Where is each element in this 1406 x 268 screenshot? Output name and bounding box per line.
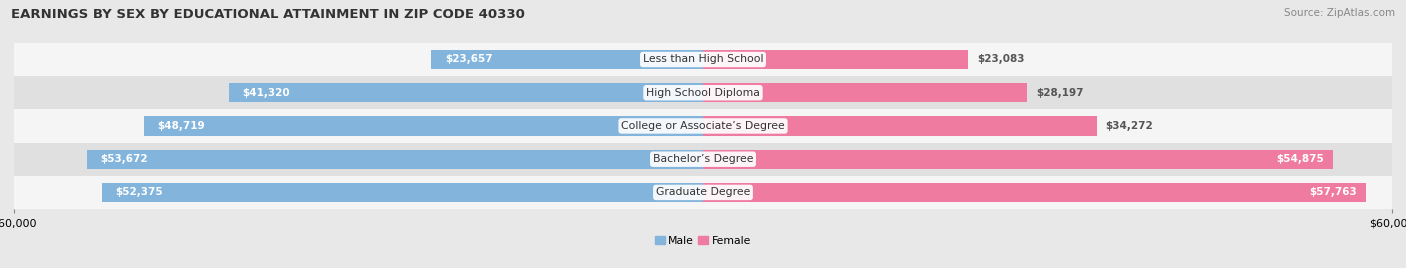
Bar xyxy=(101,183,703,202)
Bar xyxy=(703,50,969,69)
Text: $53,672: $53,672 xyxy=(100,154,148,164)
Text: Source: ZipAtlas.com: Source: ZipAtlas.com xyxy=(1284,8,1395,18)
Bar xyxy=(14,76,1392,109)
Text: $28,197: $28,197 xyxy=(1036,88,1084,98)
Bar xyxy=(14,43,1392,76)
Text: $23,657: $23,657 xyxy=(446,54,492,65)
Text: Graduate Degree: Graduate Degree xyxy=(655,187,751,198)
Text: High School Diploma: High School Diploma xyxy=(647,88,759,98)
Bar xyxy=(703,83,1026,102)
Text: College or Associate’s Degree: College or Associate’s Degree xyxy=(621,121,785,131)
Text: Less than High School: Less than High School xyxy=(643,54,763,65)
Bar xyxy=(703,116,1097,136)
Bar xyxy=(87,150,703,169)
Bar xyxy=(143,116,703,136)
Text: $41,320: $41,320 xyxy=(242,88,290,98)
Text: $54,875: $54,875 xyxy=(1277,154,1324,164)
Bar xyxy=(229,83,703,102)
Legend: Male, Female: Male, Female xyxy=(651,232,755,250)
Text: $48,719: $48,719 xyxy=(157,121,205,131)
Text: EARNINGS BY SEX BY EDUCATIONAL ATTAINMENT IN ZIP CODE 40330: EARNINGS BY SEX BY EDUCATIONAL ATTAINMEN… xyxy=(11,8,524,21)
Text: $52,375: $52,375 xyxy=(115,187,163,198)
Bar xyxy=(14,176,1392,209)
Bar xyxy=(703,183,1367,202)
Text: $57,763: $57,763 xyxy=(1309,187,1357,198)
Bar xyxy=(14,143,1392,176)
Bar xyxy=(432,50,703,69)
Text: $34,272: $34,272 xyxy=(1105,121,1153,131)
Bar xyxy=(703,150,1333,169)
Bar xyxy=(14,109,1392,143)
Text: $23,083: $23,083 xyxy=(977,54,1025,65)
Text: Bachelor’s Degree: Bachelor’s Degree xyxy=(652,154,754,164)
